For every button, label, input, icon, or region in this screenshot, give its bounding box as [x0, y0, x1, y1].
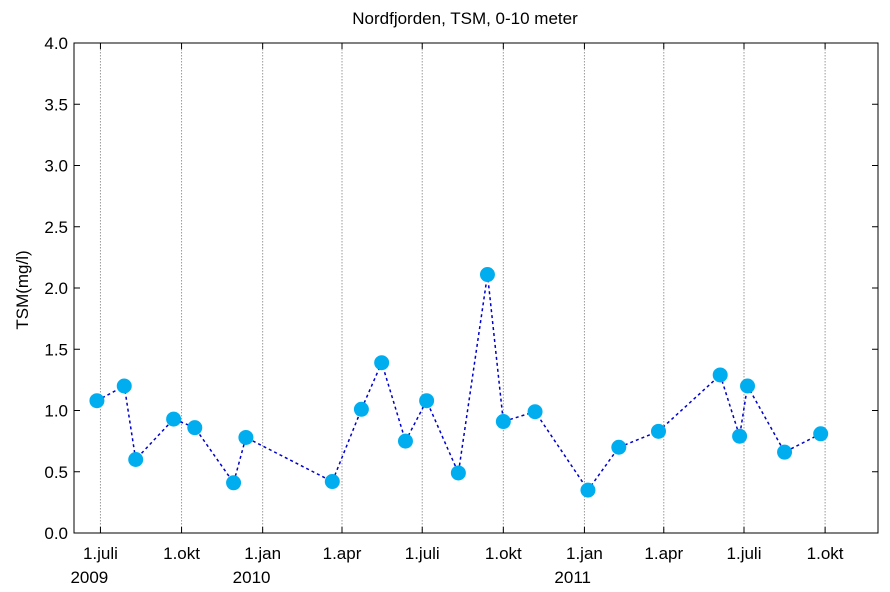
- plot-frame: [73, 42, 879, 534]
- data-point: [450, 465, 466, 481]
- data-point: [324, 474, 340, 490]
- y-tick-label: 4.0: [44, 34, 68, 53]
- data-point: [419, 393, 435, 409]
- y-axis-title: TSM(mg/l): [13, 250, 32, 329]
- y-tick-label: 0.5: [44, 463, 68, 482]
- data-point: [128, 452, 144, 467]
- x-tick-label: 1.okt: [163, 544, 200, 563]
- data-point: [166, 411, 182, 427]
- x-tick-label: 1.juli: [83, 544, 118, 563]
- y-tick-label: 2.5: [44, 218, 68, 237]
- data-point: [732, 428, 748, 444]
- x-year-label: 2009: [70, 568, 108, 587]
- x-tick-label: 1.apr: [644, 544, 683, 563]
- series-tsm: [89, 267, 829, 498]
- x-year-label: 2010: [233, 568, 271, 587]
- y-tick-label: 1.5: [44, 340, 68, 359]
- x-year-label: 2011: [554, 568, 591, 587]
- data-point: [374, 355, 390, 371]
- vertical-gridlines: [99, 43, 826, 533]
- data-point: [226, 475, 242, 491]
- data-point: [650, 423, 666, 439]
- y-axis-ticks: 0.0 0.5 1.0 1.5 2.0 2.5 3.0 3.5 4.0: [44, 34, 878, 543]
- y-tick-label: 0.0: [44, 524, 68, 543]
- data-point: [116, 378, 132, 394]
- data-point: [397, 433, 413, 449]
- y-tick-label: 2.0: [44, 279, 68, 298]
- x-tick-label: 1.okt: [807, 544, 844, 563]
- data-point: [777, 444, 793, 460]
- data-point: [740, 378, 756, 394]
- data-point: [611, 439, 627, 455]
- y-tick-label: 3.0: [44, 157, 68, 176]
- series-line: [96, 274, 822, 492]
- data-point: [813, 426, 829, 442]
- data-point: [712, 367, 728, 383]
- data-point: [89, 393, 105, 409]
- axes: [73, 42, 879, 534]
- chart-title: Nordfjorden, TSM, 0-10 meter: [352, 9, 578, 28]
- y-tick-label: 3.5: [44, 95, 68, 114]
- x-tick-label: 1.okt: [485, 544, 522, 563]
- x-axis-ticks: 1.juli 2009 1.okt 1.jan 2010 1.apr 1.juli 1.okt…: [70, 43, 844, 587]
- x-tick-label: 1.jan: [566, 544, 603, 563]
- data-point: [527, 404, 543, 420]
- x-tick-label: 1.juli: [727, 544, 762, 563]
- data-point: [495, 414, 511, 430]
- data-point: [353, 401, 369, 417]
- x-tick-label: 1.juli: [405, 544, 440, 563]
- data-point: [479, 267, 495, 283]
- x-tick-label: 1.apr: [323, 544, 362, 563]
- x-tick-label: 1.jan: [244, 544, 281, 563]
- data-point: [580, 482, 596, 498]
- data-point: [187, 420, 203, 436]
- data-point: [238, 429, 254, 445]
- y-tick-label: 1.0: [44, 402, 68, 421]
